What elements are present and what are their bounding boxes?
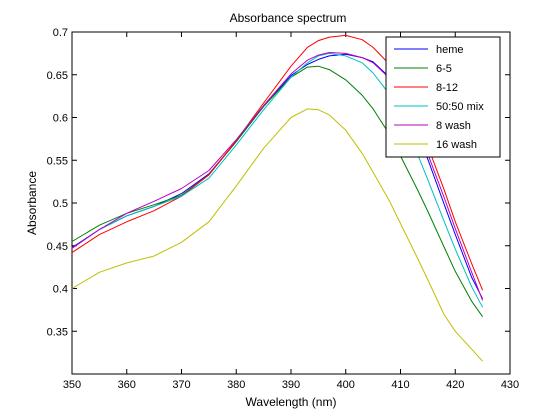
- y-axis-label: Absorbance: [25, 171, 39, 235]
- y-tick-label: 0.45: [47, 241, 68, 253]
- x-tick-label: 430: [501, 379, 519, 391]
- y-tick-label: 0.6: [53, 113, 68, 125]
- series-line-2: [71, 34, 484, 291]
- x-tick-label: 410: [391, 379, 409, 391]
- legend-label: 8 wash: [436, 120, 471, 132]
- x-axis-ticks: 350 360 370 380 390 400 410 420 430: [63, 32, 519, 391]
- series-line-1: [71, 65, 484, 317]
- x-tick-label: 400: [337, 379, 355, 391]
- series-line-4: [71, 52, 484, 301]
- series-lines: [71, 34, 484, 362]
- x-tick-label: 380: [227, 379, 245, 391]
- y-axis-ticks: 0.35 0.4 0.45 0.5 0.55 0.6 0.65 0.7: [47, 27, 510, 338]
- chart-title: Absorbance spectrum: [230, 11, 347, 25]
- x-tick-label: 360: [118, 379, 136, 391]
- x-tick-label: 370: [172, 379, 190, 391]
- y-tick-label: 0.5: [53, 198, 68, 210]
- x-tick-label: 420: [446, 379, 464, 391]
- y-tick-label: 0.55: [47, 155, 68, 167]
- legend-box: [385, 36, 501, 158]
- legend-label: 50:50 mix: [436, 101, 484, 113]
- series-line-3: [71, 52, 484, 308]
- y-tick-label: 0.35: [47, 326, 68, 338]
- y-tick-label: 0.4: [53, 284, 68, 296]
- chart-legend: heme 6-5 8-12 50:50 mix 8 wash 16 wash: [385, 36, 501, 158]
- series-line-5: [71, 108, 483, 362]
- y-tick-label: 0.65: [47, 70, 68, 82]
- legend-label: 16 wash: [436, 139, 477, 151]
- x-tick-label: 350: [63, 379, 81, 391]
- y-tick-label: 0.7: [53, 27, 68, 39]
- series-line-0: [71, 53, 484, 300]
- legend-label: 6-5: [436, 63, 452, 75]
- legend-label: heme: [436, 44, 464, 56]
- x-tick-label: 390: [282, 379, 300, 391]
- legend-label: 8-12: [436, 82, 458, 94]
- x-axis-label: Wavelength (nm): [246, 395, 337, 409]
